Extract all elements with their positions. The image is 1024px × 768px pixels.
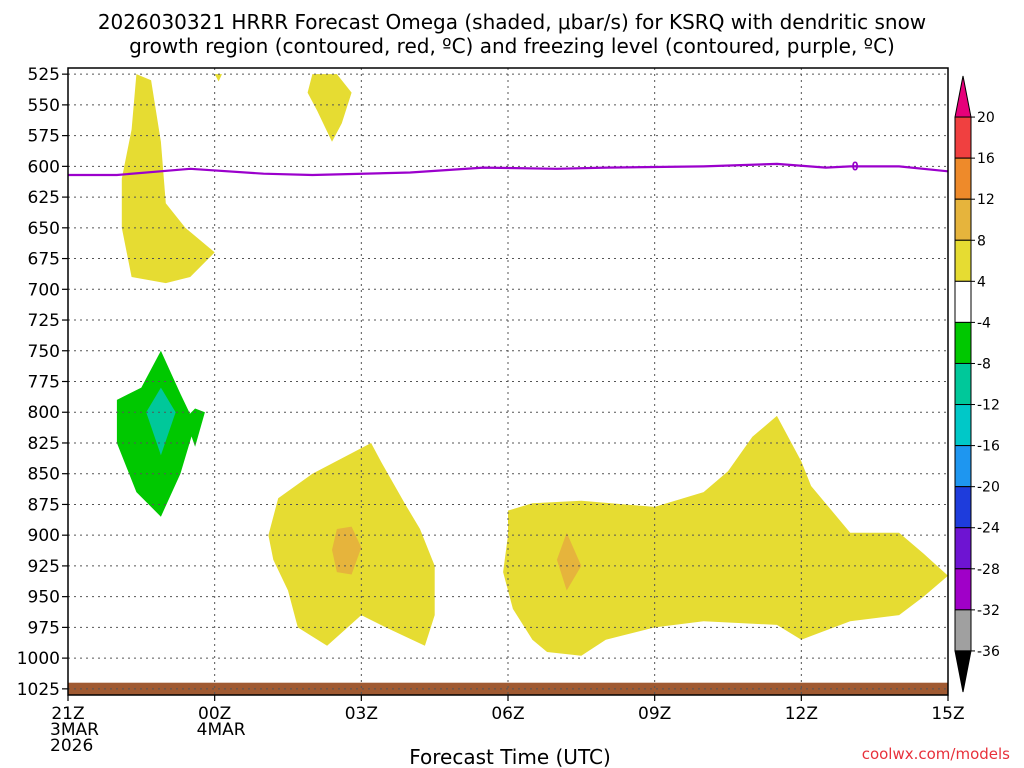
x-tick-label: 2026 <box>50 736 93 756</box>
x-tick-label: 06Z <box>491 704 524 724</box>
terrain-band <box>68 682 948 695</box>
title: 2026030321 HRRR Forecast Omega (shaded, … <box>98 10 926 58</box>
y-tick-label: 900 <box>28 526 60 546</box>
omega-region-updraft-core <box>146 387 176 456</box>
y-tick-label: 775 <box>28 373 60 393</box>
colorbar-label: -28 <box>977 562 1000 578</box>
x-tick-label: 21Z <box>51 704 84 724</box>
colorbar-label: 16 <box>977 151 995 167</box>
colorbar-swatch <box>954 75 972 118</box>
y-tick-label: 600 <box>28 157 60 177</box>
omega-region-subsidence-top-sliver <box>214 74 222 82</box>
y-tick-label: 525 <box>28 65 60 85</box>
colorbar-label: 4 <box>977 274 986 290</box>
y-tick-label: 700 <box>28 280 60 300</box>
y-tick-label: 750 <box>28 342 60 362</box>
colorbar-swatch <box>954 445 972 488</box>
freezing-level-line <box>68 162 948 177</box>
y-tick-label: 950 <box>28 588 60 608</box>
colorbar-swatch <box>954 609 972 652</box>
x-tick-label: 03Z <box>345 704 378 724</box>
title-line-2: growth region (contoured, red, ºC) and f… <box>129 34 895 58</box>
x-tick-label: 09Z <box>638 704 671 724</box>
y-tick-label: 550 <box>28 96 60 116</box>
colorbar-swatch <box>954 527 972 570</box>
y-tick-label: 925 <box>28 557 60 577</box>
colorbar-label: -16 <box>977 439 1000 455</box>
omega-region-updraft-small <box>185 408 205 447</box>
colorbar-label: -8 <box>977 356 991 372</box>
colorbar-swatch <box>954 116 972 159</box>
y-tick-label: 675 <box>28 250 60 270</box>
colorbar: 20 16 12 8 4 -4 -8 -12 -16 -20 -24 -28 -32 -36 <box>954 75 1000 693</box>
x-tick-label: 12Z <box>785 704 818 724</box>
omega-region-subsidence-core-left <box>332 526 362 575</box>
omega-region-subsidence-low-right <box>503 415 948 656</box>
x-tick-label: 3MAR <box>50 720 99 740</box>
title-line-1: 2026030321 HRRR Forecast Omega (shaded, … <box>98 10 926 34</box>
y-tick-label: 575 <box>28 127 60 147</box>
x-tick-label: 15Z <box>931 704 964 724</box>
y-tick-label: 875 <box>28 495 60 515</box>
x-tick-label: 4MAR <box>197 720 246 740</box>
colorbar-label: -32 <box>977 603 1000 619</box>
colorbar-swatch <box>954 239 972 282</box>
colorbar-swatch <box>954 650 972 693</box>
colorbar-swatch <box>954 157 972 200</box>
x-axis-title: Forecast Time (UTC) <box>409 745 611 768</box>
colorbar-label: -12 <box>977 398 1000 414</box>
colorbar-swatch <box>954 280 972 323</box>
y-tick-label: 850 <box>28 465 60 485</box>
colorbar-label: 8 <box>977 233 986 249</box>
colorbar-label: -20 <box>977 480 1000 496</box>
colorbar-swatch <box>954 321 972 364</box>
omega-region-subsidence-top-mid <box>307 74 352 142</box>
colorbar-swatch <box>954 362 972 406</box>
y-tick-label: 1000 <box>17 649 60 669</box>
colorbar-swatch <box>954 404 972 447</box>
credit-text: coolwx.com/models <box>862 745 1010 763</box>
colorbar-label: -36 <box>977 644 1000 660</box>
colorbar-label: 20 <box>977 110 995 126</box>
colorbar-label: 12 <box>977 192 995 208</box>
y-tick-label: 800 <box>28 403 60 423</box>
colorbar-label: -24 <box>977 521 1000 537</box>
y-tick-label: 825 <box>28 434 60 454</box>
y-axis: 525 550 575 600 625 650 675 700 725 750 775 800 825 8… <box>17 65 68 700</box>
colorbar-swatch <box>954 568 972 611</box>
y-tick-label: 725 <box>28 311 60 331</box>
colorbar-swatch <box>954 486 972 529</box>
plot-area: 0 <box>67 67 949 696</box>
omega-region-subsidence-core-right <box>556 532 582 591</box>
omega-region-subsidence-upper-column <box>121 74 215 284</box>
colorbar-swatch <box>954 198 972 241</box>
freezing-level-label: 0 <box>851 159 858 173</box>
colorbar-label: -4 <box>977 315 991 331</box>
y-tick-label: 625 <box>28 188 60 208</box>
y-tick-label: 975 <box>28 618 60 638</box>
x-tick-label: 00Z <box>198 704 231 724</box>
y-tick-label: 650 <box>28 219 60 239</box>
y-tick-label: 1025 <box>17 680 60 700</box>
